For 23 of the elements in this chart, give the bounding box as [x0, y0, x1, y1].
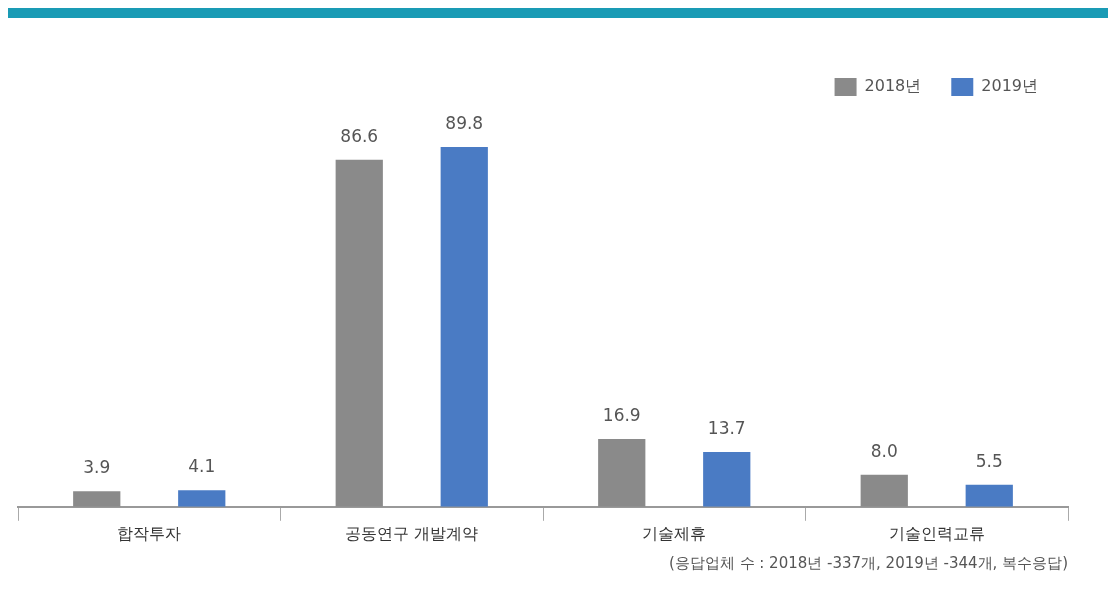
- data-label: 3.9: [83, 457, 111, 478]
- data-label: 5.5: [975, 450, 1003, 471]
- bar: [860, 474, 908, 507]
- text: (응답업체 수 : 2018년 -337개, 2019년 -344개, 복수응답): [667, 554, 1069, 573]
- legend-label: 2019년: [981, 76, 1038, 96]
- bar: [178, 490, 226, 507]
- bar: [440, 146, 488, 507]
- bar: [598, 439, 646, 507]
- x-tick-label: 기술인력교류: [888, 523, 985, 543]
- legend-label: 2018년: [864, 76, 922, 96]
- bar: [703, 451, 751, 507]
- data-label: 4.1: [188, 456, 216, 477]
- data-label: 13.7: [707, 417, 746, 438]
- x-tick-label: 공동연구 개발계약: [345, 523, 479, 543]
- x-tick-label: 합작투자: [117, 523, 182, 543]
- bar: [73, 491, 121, 507]
- data-label: 16.9: [602, 404, 641, 425]
- bar: [965, 484, 1013, 507]
- data-label: 86.6: [340, 125, 379, 146]
- data-label: 89.8: [445, 112, 484, 133]
- x-tick-label: 기술제휴: [642, 523, 707, 543]
- data-label: 8.0: [870, 440, 898, 461]
- bar: [335, 159, 383, 507]
